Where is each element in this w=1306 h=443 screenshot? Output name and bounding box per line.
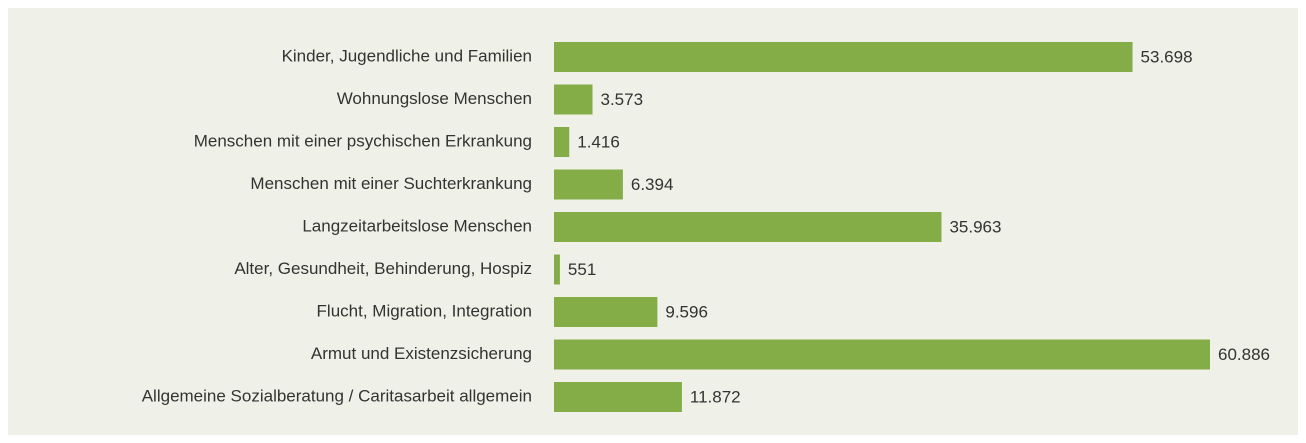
bar — [554, 339, 1210, 370]
value-label: 53.698 — [1141, 47, 1193, 66]
category-label: Langzeitarbeitslose Menschen — [302, 216, 532, 235]
category-label: Allgemeine Sozialberatung / Caritasarbei… — [142, 386, 532, 405]
category-label: Menschen mit einer psychischen Erkrankun… — [194, 131, 532, 150]
bar — [554, 297, 658, 327]
category-label: Armut und Existenzsicherung — [311, 344, 532, 363]
value-label: 1.416 — [577, 132, 620, 151]
bar — [554, 42, 1133, 72]
bar — [554, 127, 570, 157]
bar — [554, 382, 682, 412]
value-label: 35.963 — [949, 217, 1001, 236]
value-label: 60.886 — [1218, 345, 1270, 364]
value-label: 3.573 — [600, 90, 643, 109]
category-label: Kinder, Jugendliche und Familien — [282, 46, 532, 65]
category-label: Wohnungslose Menschen — [337, 89, 532, 108]
category-label: Menschen mit einer Suchterkrankung — [250, 174, 532, 193]
value-label: 11.872 — [690, 387, 741, 406]
value-label: 6.394 — [631, 175, 674, 194]
value-label: 551 — [568, 260, 596, 279]
value-label: 9.596 — [665, 302, 708, 321]
bar — [554, 84, 593, 115]
bar — [554, 254, 560, 285]
category-label: Alter, Gesundheit, Behinderung, Hospiz — [234, 259, 532, 278]
category-label: Flucht, Migration, Integration — [317, 301, 532, 320]
bar — [554, 212, 942, 242]
bar — [554, 169, 623, 200]
